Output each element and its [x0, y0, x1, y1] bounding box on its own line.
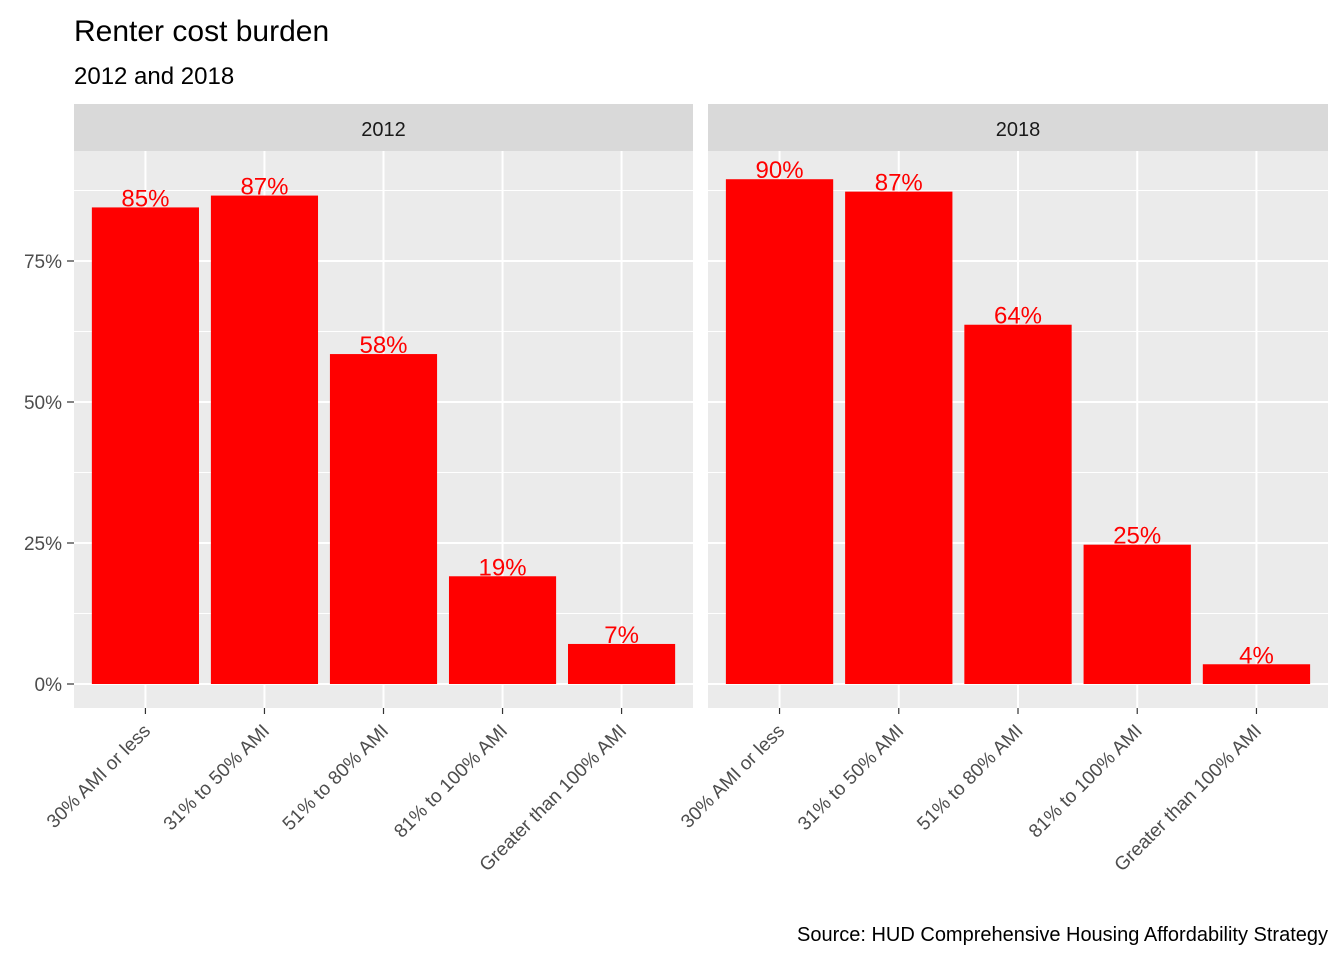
facet-strip-label: 2012 [361, 119, 406, 141]
bar-value-label: 25% [1113, 523, 1161, 550]
chart-subtitle: 2012 and 2018 [74, 63, 234, 90]
y-axis: 0% 25% 50% 75% [24, 252, 74, 696]
x-tick-label: 51% to 80% AMI [913, 721, 1027, 835]
bar [1202, 664, 1311, 684]
x-tick-label: 30% AMI or less [677, 721, 789, 833]
bar-value-label: 90% [756, 157, 804, 184]
facet-strip [708, 104, 1328, 151]
bar-value-label: 7% [604, 622, 639, 649]
facet-panel-2018: 2018 90% 87% 64% 25% 4% 30% AMI or less 31% to … [677, 104, 1328, 876]
bar [725, 179, 834, 684]
x-tick-label: 30% AMI or less [43, 721, 155, 833]
bar-value-label: 58% [359, 332, 407, 359]
bar [964, 324, 1072, 684]
chart-title: Renter cost burden [74, 15, 329, 48]
bar-value-label: 87% [875, 170, 923, 197]
bar [91, 207, 199, 685]
bar [1083, 544, 1191, 684]
bar-value-label: 64% [994, 303, 1042, 330]
y-tick-label: 25% [24, 534, 62, 555]
bar [210, 195, 319, 685]
bar [329, 354, 438, 684]
y-tick-label: 0% [35, 675, 63, 696]
bar [568, 643, 676, 684]
bar [845, 191, 953, 685]
bar-value-label: 87% [240, 174, 288, 201]
bar [448, 576, 557, 684]
y-tick-label: 50% [24, 393, 62, 414]
bar-value-label: 19% [479, 554, 527, 581]
x-tick-label: 31% to 50% AMI [160, 721, 274, 835]
x-tick-label: 31% to 50% AMI [794, 721, 908, 835]
chart-caption: Source: HUD Comprehensive Housing Afford… [797, 924, 1328, 946]
bar-value-label: 85% [121, 185, 169, 212]
x-tick-label: 81% to 100% AMI [390, 721, 512, 843]
facet-strip [74, 104, 693, 151]
x-tick-label: 51% to 80% AMI [279, 721, 393, 835]
x-tick-label: 81% to 100% AMI [1025, 721, 1147, 843]
facet-strip-label: 2018 [996, 119, 1041, 141]
bar-value-label: 4% [1239, 642, 1274, 669]
y-tick-label: 75% [24, 252, 62, 273]
facet-panel-2012: 2012 85% 87% 58% 19% 7% 30% AMI or less 31% to … [43, 104, 693, 876]
